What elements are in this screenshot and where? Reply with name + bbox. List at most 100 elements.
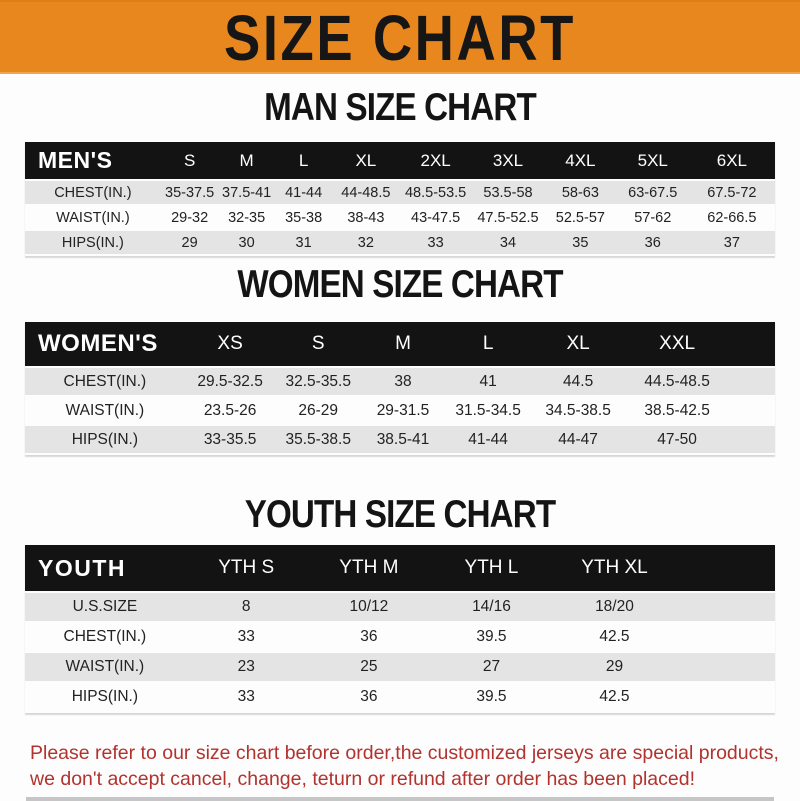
column-header: 5XL: [637, 150, 668, 170]
size-cell: 53.5-58: [483, 184, 533, 201]
table-row: HIPS(IN.) 29 30 31 32 33 34 35 36 37: [25, 231, 775, 254]
size-cell: 35: [572, 234, 589, 251]
size-cell: 10/12: [349, 598, 389, 615]
size-cell: 62-66.5: [707, 209, 757, 226]
size-cell: 34: [499, 234, 517, 251]
size-cell: 29.5-32.5: [197, 372, 263, 390]
size-cell: 30: [238, 234, 255, 251]
size-cell: 29-32: [171, 209, 209, 226]
column-header: XL: [566, 333, 590, 354]
size-cell: 33: [237, 628, 255, 645]
size-cell: 52.5-57: [555, 209, 605, 226]
size-cell: 39.5: [476, 688, 507, 705]
size-cell: 33-35.5: [203, 430, 257, 448]
size-cell: 35-37.5: [165, 184, 215, 201]
size-cell: 31.5-34.5: [455, 401, 521, 419]
women-section-heading: WOMEN SIZE CHART: [237, 263, 563, 306]
table-corner-label: MEN'S: [38, 147, 113, 173]
size-cell: 27: [482, 658, 501, 675]
size-cell: 47.5-52.5: [477, 209, 539, 226]
disclaimer-line-2: we don't accept cancel, change, teturn o…: [30, 768, 695, 790]
youth-size-table: YOUTH YTH S YTH M YTH L YTH XL U.S.SIZE 8 10/12…: [25, 543, 775, 713]
size-cell: 32-35: [228, 209, 266, 226]
size-cell: 36: [360, 628, 378, 645]
section-women: WOMEN SIZE CHART WOMEN'S XS S M L XL XXL CHEST(…: [0, 263, 800, 455]
size-cell: 41-44: [285, 184, 323, 201]
size-cell: 38.5-42.5: [644, 401, 710, 419]
size-cell: 18/20: [595, 598, 634, 615]
column-header: L: [298, 150, 309, 170]
size-cell: 25: [360, 658, 378, 675]
size-cell: 44.5-48.5: [644, 372, 710, 390]
size-cell: 58-63: [561, 184, 599, 201]
spacer-cell: [676, 593, 775, 621]
row-label: HIPS(IN.): [61, 234, 124, 251]
size-cell: 32: [357, 234, 374, 251]
page-title: SIZE CHART: [224, 2, 576, 74]
table-row: WAIST(IN.) 23.5-26 26-29 29-31.5 31.5-34.5 34…: [25, 397, 775, 424]
disclaimer-line-1: Please refer to our size chart before or…: [30, 742, 779, 764]
table-row: WAIST(IN.) 29-32 32-35 35-38 38-43 43-47.5 47.…: [25, 206, 775, 229]
row-label: WAIST(IN.): [65, 658, 145, 675]
spacer-cell: [676, 545, 775, 591]
spacer-cell: [729, 322, 775, 366]
row-label: WAIST(IN.): [56, 209, 130, 226]
column-header: S: [183, 150, 196, 170]
column-header: 3XL: [492, 150, 524, 170]
size-cell: 8: [241, 598, 251, 615]
column-header: YTH M: [339, 557, 399, 578]
size-cell: 63-67.5: [628, 184, 678, 201]
size-cell: 36: [360, 688, 378, 705]
size-cell: 33: [427, 234, 444, 251]
size-cell: 43-47.5: [411, 209, 461, 226]
table-row: U.S.SIZE 8 10/12 14/16 18/20: [25, 593, 775, 621]
size-cell: 26-29: [298, 401, 339, 419]
size-cell: 38: [394, 372, 412, 390]
size-cell: 44-47: [558, 430, 598, 448]
size-cell: 38-43: [347, 209, 385, 226]
column-header: M: [239, 150, 254, 170]
size-cell: 29: [605, 658, 624, 675]
size-cell: 31: [295, 234, 312, 251]
size-cell: 33: [237, 688, 255, 705]
row-label: CHEST(IN.): [63, 372, 147, 390]
size-cell: 29: [181, 234, 198, 251]
column-header: L: [482, 333, 494, 354]
size-cell: 67.5-72: [707, 184, 757, 201]
size-cell: 47-50: [657, 430, 697, 448]
size-cell: 57-62: [634, 209, 672, 226]
row-label: U.S.SIZE: [72, 598, 138, 615]
women-size-table: WOMEN'S XS S M L XL XXL CHEST(IN.) 29.5-32.5 32.5…: [25, 320, 775, 455]
row-label: WAIST(IN.): [65, 401, 145, 419]
column-header: YTH S: [218, 557, 275, 578]
size-cell: 32.5-35.5: [285, 372, 351, 390]
spacer-cell: [676, 623, 775, 651]
size-cell: 42.5: [599, 688, 630, 705]
column-header: S: [311, 333, 325, 354]
size-cell: 23: [237, 658, 255, 675]
row-label: CHEST(IN.): [54, 184, 132, 201]
size-cell: 36: [644, 234, 661, 251]
size-cell: 42.5: [599, 628, 630, 645]
row-label: HIPS(IN.): [71, 688, 139, 705]
size-cell: 39.5: [476, 628, 507, 645]
table-row: CHEST(IN.) 33 36 39.5 42.5: [25, 623, 775, 651]
column-header: 2XL: [420, 150, 451, 170]
column-header: M: [395, 333, 411, 354]
section-men: MAN SIZE CHART MEN'S S M L XL 2XL 3XL 4XL 5XL 6XL…: [0, 88, 800, 256]
size-cell: 41: [479, 372, 497, 390]
row-label: HIPS(IN.): [71, 430, 139, 448]
size-cell: 41-44: [468, 430, 508, 448]
bottom-divider: [26, 797, 774, 801]
column-header: XXL: [659, 333, 696, 354]
spacer-cell: [729, 426, 775, 453]
size-cell: 35.5-38.5: [285, 430, 351, 448]
size-cell: 34.5-38.5: [545, 401, 611, 419]
column-header: 4XL: [565, 150, 596, 170]
size-cell: 48.5-53.5: [404, 184, 467, 201]
row-label: CHEST(IN.): [63, 628, 147, 645]
size-cell: 35-38: [285, 209, 323, 226]
table-row: HIPS(IN.) 33-35.5 35.5-38.5 38.5-41 41-44 44-…: [25, 426, 775, 453]
table-row: WAIST(IN.) 23 25 27 29: [25, 653, 775, 681]
table-row: CHEST(IN.) 29.5-32.5 32.5-35.5 38 41 44.5 44.5…: [25, 368, 775, 395]
